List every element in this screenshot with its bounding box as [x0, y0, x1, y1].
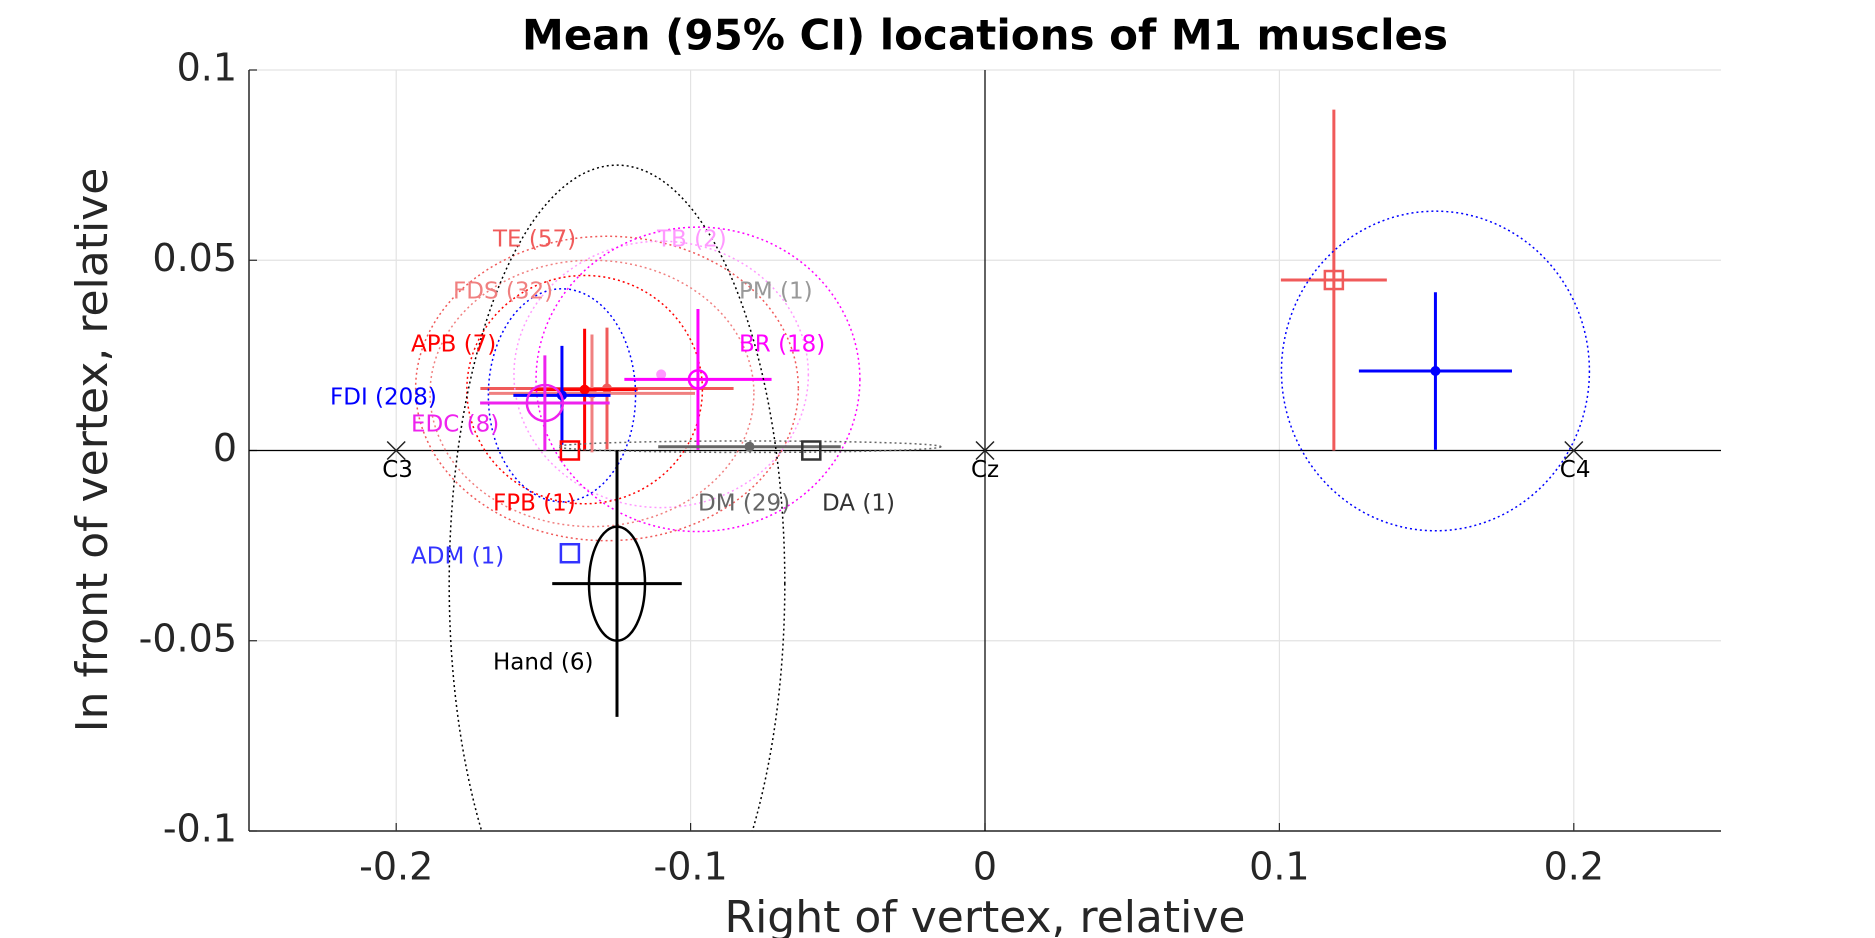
- x-tick-label: 0.2: [1544, 845, 1604, 889]
- series: [448, 164, 786, 831]
- series-label: DM (29): [698, 491, 790, 517]
- series-label: FDS (32): [453, 279, 553, 305]
- electrode: Cz: [971, 440, 999, 483]
- electrode: C3: [382, 440, 413, 483]
- electrode-label: Cz: [971, 457, 999, 483]
- x-tick-label: 0: [973, 845, 997, 889]
- series: [535, 226, 861, 533]
- series-label: DA (1): [822, 491, 895, 517]
- point: [687, 369, 709, 390]
- electrode-marker: [1564, 440, 1584, 461]
- point: [1323, 269, 1345, 291]
- electrode-label: C3: [382, 457, 413, 483]
- ci-ellipse: [557, 440, 942, 454]
- series-label: APB (7): [411, 332, 496, 358]
- ci-ellipse: [1280, 210, 1591, 532]
- y-tick-label: 0.1: [177, 46, 237, 90]
- point: [801, 440, 822, 461]
- y-tick-label: 0: [213, 426, 237, 470]
- y-tick-label: 0.05: [152, 236, 237, 280]
- point: [744, 441, 755, 452]
- electrode-marker: [386, 440, 406, 461]
- series: [801, 440, 822, 461]
- series-label: TB (2): [656, 227, 727, 253]
- series: [480, 355, 610, 451]
- point: [587, 525, 647, 642]
- point: [525, 383, 565, 423]
- x-tick-label: 0.1: [1249, 845, 1309, 889]
- point: [579, 384, 590, 395]
- electrode-marker: [975, 440, 995, 461]
- series-label: FPB (1): [493, 491, 576, 517]
- series-label: Hand (6): [493, 650, 593, 676]
- series: [559, 542, 581, 564]
- series-label: TE (57): [492, 227, 576, 253]
- series-label: BR (18): [739, 332, 825, 358]
- x-tick-label: -0.2: [359, 845, 433, 889]
- point: [656, 369, 667, 380]
- x-axis-label: Right of vertex, relative: [725, 892, 1246, 938]
- ci-ellipse: [414, 235, 800, 542]
- series: [513, 240, 810, 509]
- ci-ellipse: [513, 240, 810, 509]
- ci-ellipse: [429, 259, 755, 528]
- series-label: FDI (208): [330, 385, 437, 411]
- electrode-label: C4: [1560, 457, 1591, 483]
- electrode: C4: [1560, 440, 1591, 483]
- series-label: EDC (8): [411, 412, 499, 438]
- ci-ellipse: [487, 288, 637, 503]
- ci-ellipse: [535, 226, 861, 533]
- series: [559, 440, 581, 461]
- point: [1430, 365, 1441, 376]
- ci-ellipse: [466, 274, 704, 505]
- ci-ellipse: [448, 164, 786, 831]
- series: [466, 274, 704, 505]
- series-label: ADM (1): [411, 544, 504, 570]
- series-label: PM (1): [739, 279, 813, 305]
- y-tick-label: -0.1: [163, 807, 237, 851]
- series: [557, 440, 942, 454]
- x-tick-label: -0.1: [654, 845, 728, 889]
- y-axis-label: In front of vertex, relative: [67, 168, 118, 733]
- chart-title: Mean (95% CI) locations of M1 muscles: [522, 11, 1448, 60]
- point: [559, 542, 581, 564]
- plot-data: [414, 109, 1591, 831]
- point: [559, 440, 581, 461]
- y-tick-label: -0.05: [139, 616, 237, 660]
